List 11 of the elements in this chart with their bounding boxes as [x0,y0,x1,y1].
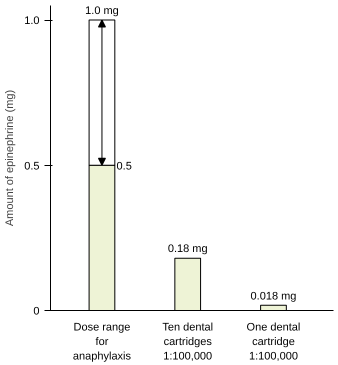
x-tick-label: One dental cartridge 1:100,000 [246,322,300,362]
x-tick-label: Dose range for anaphylaxis [72,322,132,362]
x-tick-label: Ten dental cartridges 1:100,000 [162,322,214,362]
y-tick-label: 0 [33,306,40,318]
total-label: 0.018 mg [250,290,296,302]
data-label: 0.5 [116,160,132,172]
y-tick-label: 0.5 [24,160,40,172]
y-tick-label: 1.0 [24,15,40,28]
y-axis-title: Amount of epinephrine (mg) [4,90,16,226]
total-label: 1.0 mg [85,5,119,18]
total-label: 0.18 mg [168,243,208,256]
